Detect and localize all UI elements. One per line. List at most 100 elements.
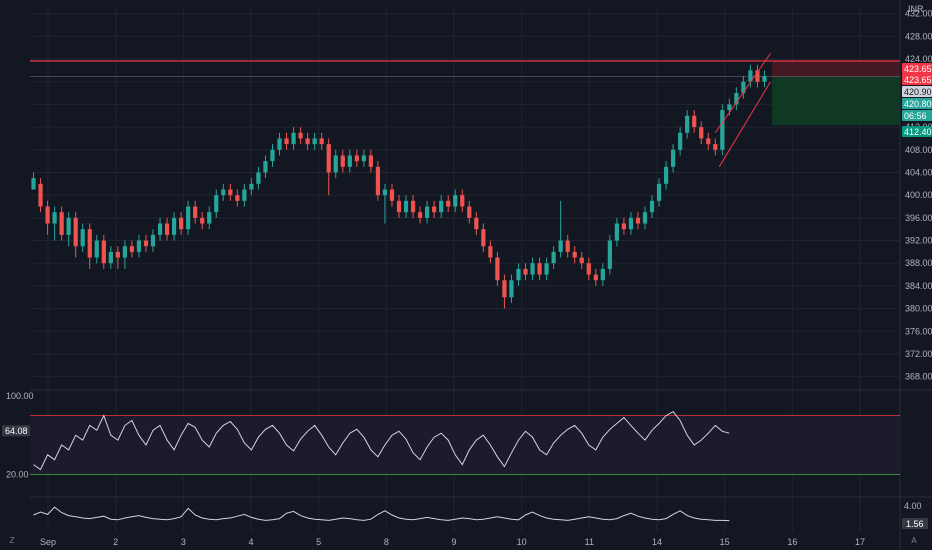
candle-body xyxy=(621,223,627,230)
price-tick-label: 392.00 xyxy=(905,236,932,246)
candle-body xyxy=(656,183,662,201)
lower-value-label: 1.56 xyxy=(906,519,924,529)
stop-loss-zone xyxy=(772,61,900,77)
price-tag-label: 420.90 xyxy=(904,87,932,97)
candle-body xyxy=(565,240,570,252)
time-tick-label: 3 xyxy=(181,537,186,547)
candle-body xyxy=(572,251,577,258)
candle-body xyxy=(523,268,528,275)
lower-tick-label: 4.00 xyxy=(904,501,922,511)
price-tick-label: 372.00 xyxy=(905,349,932,359)
candle-body xyxy=(214,195,219,213)
candle-body xyxy=(361,155,366,162)
price-tag-label: 423.65 xyxy=(904,64,932,74)
candle-body xyxy=(460,195,465,207)
candle-body xyxy=(727,104,732,111)
candle-body xyxy=(481,229,486,247)
candle-body xyxy=(446,200,451,207)
candle-body xyxy=(207,212,212,224)
candle-body xyxy=(467,206,472,218)
price-tag-label: 06:56 xyxy=(904,111,927,121)
candle-body xyxy=(551,251,556,264)
price-tick-label: 408.00 xyxy=(905,145,932,155)
candles xyxy=(31,64,767,309)
time-tick-label: 8 xyxy=(384,537,389,547)
candle-body xyxy=(375,166,381,196)
time-tick-label: 10 xyxy=(517,537,527,547)
auto-scale-icon[interactable]: A xyxy=(911,536,917,545)
candle-body xyxy=(748,70,753,82)
candle-body xyxy=(586,263,591,275)
price-tag-box xyxy=(902,74,932,85)
candle-body xyxy=(699,127,704,139)
price-tick-label: 368.00 xyxy=(905,372,932,382)
lower-indicator-line xyxy=(33,506,730,522)
candle-body xyxy=(635,217,641,224)
candle-body xyxy=(396,200,402,213)
time-tick-label: 5 xyxy=(316,537,321,547)
price-tag-box xyxy=(902,86,932,97)
rsi-tick-label: 100.00 xyxy=(6,391,34,401)
candle-body xyxy=(87,229,92,258)
candle-body xyxy=(228,189,233,196)
candle-body xyxy=(263,161,268,173)
wedge-lower-line xyxy=(718,81,771,168)
time-tick-label: 17 xyxy=(855,537,865,547)
candle-body xyxy=(607,240,612,269)
candle-body xyxy=(579,257,584,264)
price-tick-label: 376.00 xyxy=(905,326,932,336)
candle-body xyxy=(755,70,760,82)
candle-body xyxy=(186,206,191,230)
candle-body xyxy=(614,223,619,241)
risk-reward-zones xyxy=(772,61,900,125)
candle-body xyxy=(663,166,669,184)
candle-body xyxy=(333,155,338,173)
price-tick-label: 380.00 xyxy=(905,304,932,314)
candle-body xyxy=(382,189,388,196)
candle-body xyxy=(221,189,226,196)
candle-body xyxy=(256,172,261,184)
candle-body xyxy=(530,263,535,275)
time-tick-label: 14 xyxy=(652,537,662,547)
price-tag-label: 412.40 xyxy=(904,127,932,137)
candle-body xyxy=(157,223,163,235)
price-tick-label: 404.00 xyxy=(905,167,932,177)
candle-body xyxy=(305,138,310,145)
candle-body xyxy=(453,195,458,207)
candle-body xyxy=(347,155,352,167)
price-tick-label: 400.00 xyxy=(905,190,932,200)
candle-body xyxy=(368,155,373,167)
candle-body xyxy=(685,115,690,133)
rising-wedge-drawing[interactable] xyxy=(714,53,771,168)
price-tag-label: 423.65 xyxy=(904,75,932,85)
rsi-value-box xyxy=(2,425,30,437)
candle-body xyxy=(642,212,648,224)
rsi-line xyxy=(33,411,730,471)
candle-body xyxy=(200,217,205,224)
lower-value-box xyxy=(902,518,928,529)
time-tick-label: 16 xyxy=(787,537,797,547)
candle-body xyxy=(73,217,78,247)
candle-body xyxy=(108,251,113,264)
candle-body xyxy=(410,200,416,213)
timezone-icon[interactable]: Z xyxy=(9,536,15,545)
candle-body xyxy=(558,240,563,252)
candle-body xyxy=(38,183,43,207)
candle-body xyxy=(502,280,507,298)
candle-body xyxy=(340,155,345,167)
candle-body xyxy=(171,217,177,235)
candle-body xyxy=(136,240,142,252)
price-tick-label: 432.00 xyxy=(905,9,932,19)
candle-body xyxy=(593,274,598,281)
candle-body xyxy=(164,223,170,235)
candle-body xyxy=(628,217,634,230)
candle-body xyxy=(270,149,275,162)
rsi-value-label: 64.08 xyxy=(5,426,28,436)
time-axis: Sep 2 3 4 5 8 9 10 11 14 15 16 17 xyxy=(40,537,865,547)
candle-body xyxy=(544,263,549,275)
time-tick-label: 9 xyxy=(451,537,456,547)
candle-body xyxy=(425,206,430,218)
candle-body xyxy=(115,251,120,258)
candle-body xyxy=(45,206,50,224)
